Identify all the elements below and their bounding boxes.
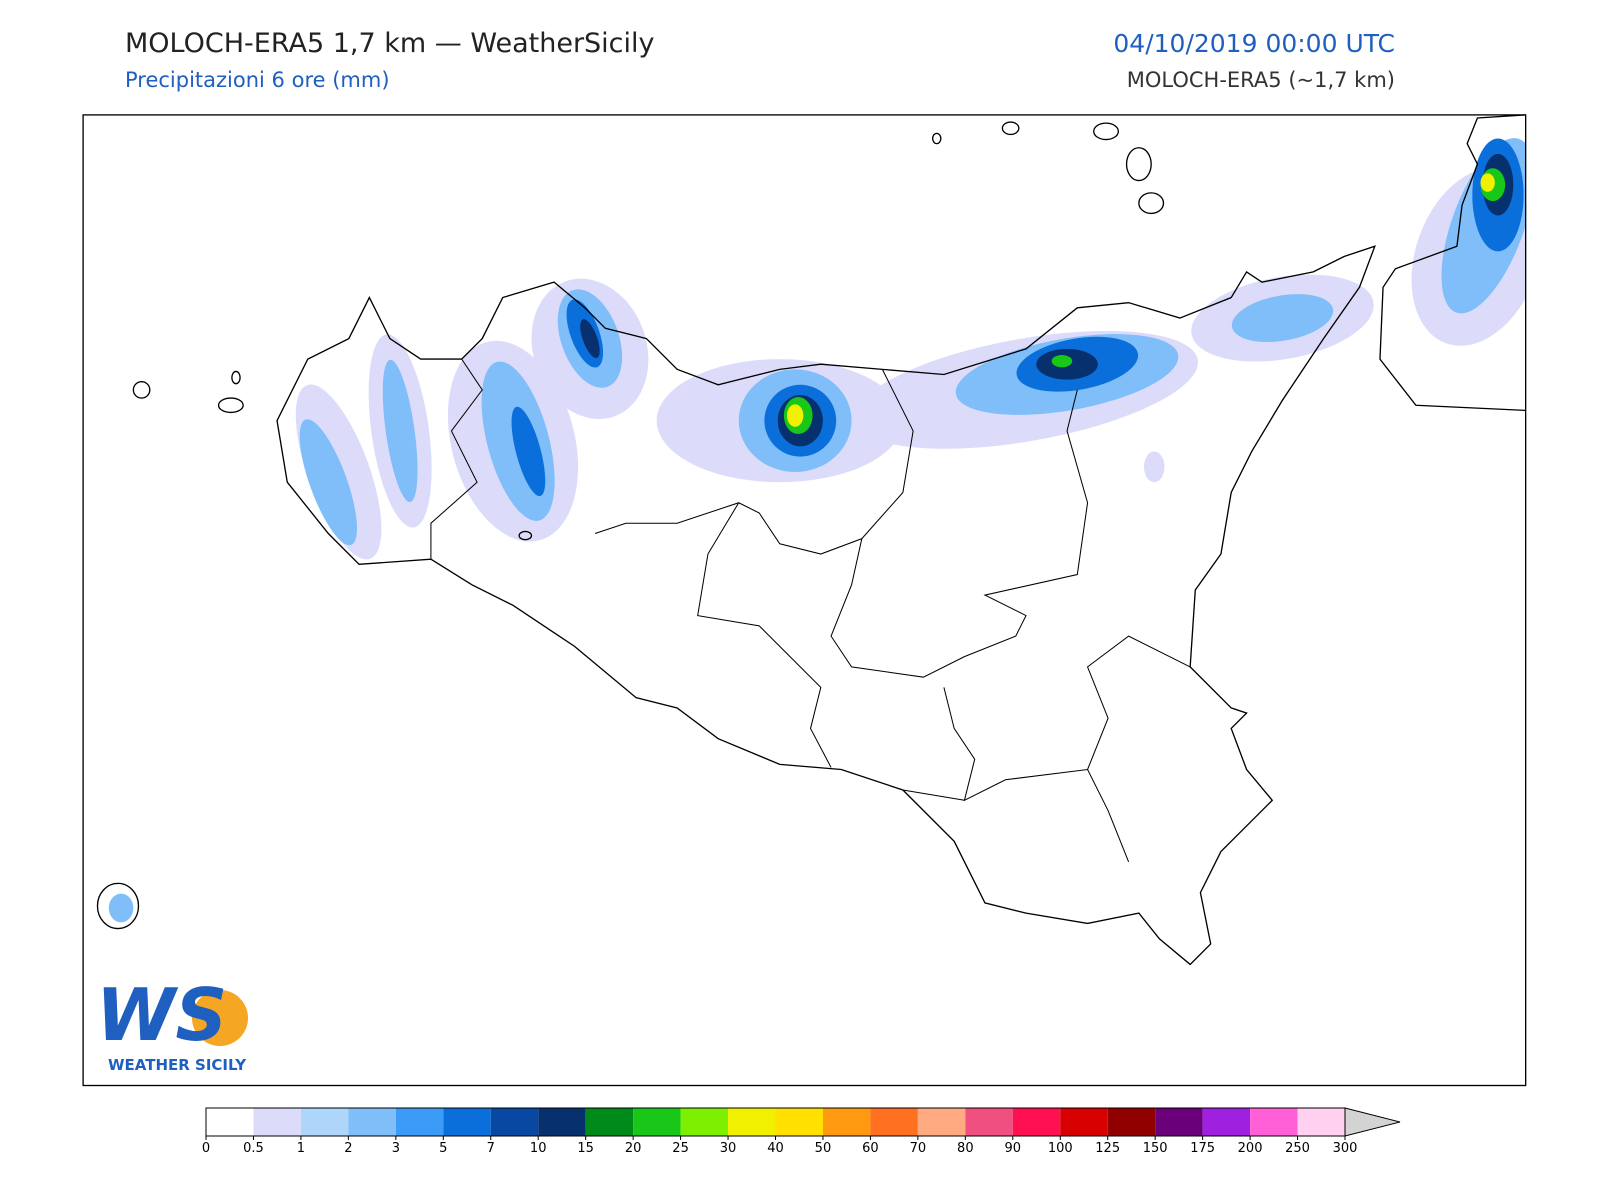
colorbar-tick-label: 80 (957, 1141, 974, 1156)
colorbar-bin (917, 1108, 966, 1136)
title: MOLOCH-ERA5 1,7 km — WeatherSicily (125, 28, 655, 59)
logo: WS WEATHER SICILY (96, 973, 248, 1074)
coastline-calabria (1379, 114, 1526, 412)
colorbar-tick-label: 125 (1095, 1141, 1120, 1156)
colorbar-bin (633, 1108, 681, 1136)
colorbar-bin (253, 1108, 301, 1136)
colorbar-tick-label: 7 (487, 1141, 495, 1156)
colorbar-tick-label: 25 (672, 1141, 689, 1156)
colorbar-tick-label: 200 (1238, 1141, 1263, 1156)
colorbar-tick-label: 3 (392, 1141, 400, 1156)
colorbar-bin (490, 1108, 539, 1136)
colorbar-tick-label: 0.5 (243, 1141, 264, 1156)
colorbar-tick-label: 175 (1190, 1141, 1215, 1156)
colorbar-bin (775, 1108, 823, 1136)
colorbar-tick-label: 250 (1285, 1141, 1310, 1156)
colorbar-extend (1344, 1107, 1401, 1137)
colorbar-bin (870, 1108, 918, 1136)
colorbar-tick-label: 2 (344, 1141, 352, 1156)
precipitation-field (108, 138, 1526, 923)
colorbar-tick-label: 70 (910, 1141, 927, 1156)
colorbar-tick-label: 100 (1048, 1141, 1073, 1156)
map-frame (82, 114, 1527, 1087)
colorbar-tick-label: 15 (577, 1141, 594, 1156)
colorbar-bin (348, 1108, 396, 1136)
colorbar-bin (1297, 1108, 1345, 1136)
colorbar-bin (1250, 1108, 1298, 1136)
colorbar-tick-label: 90 (1005, 1141, 1022, 1156)
colorbar-bin (965, 1108, 1013, 1136)
colorbar-bin (1202, 1108, 1251, 1136)
colorbar-tick-label: 1 (297, 1141, 305, 1156)
colorbar-tick-label: 10 (530, 1141, 547, 1156)
map (82, 114, 1527, 1087)
islands (96, 121, 1165, 930)
colorbar-tick-label: 40 (767, 1141, 784, 1156)
model-label: MOLOCH-ERA5 (~1,7 km) (1127, 68, 1395, 92)
logo-mark: WS (96, 973, 227, 1057)
colorbar-bin (680, 1108, 729, 1136)
subtitle: Precipitazioni 6 ore (mm) (125, 68, 390, 92)
colorbar-bin (1107, 1108, 1156, 1136)
colorbar-bin (300, 1108, 349, 1136)
colorbar-bin (395, 1108, 444, 1136)
colorbar-tick-label: 150 (1143, 1141, 1168, 1156)
colorbar-bin (443, 1108, 491, 1136)
colorbar-tick-label: 5 (439, 1141, 447, 1156)
colorbar-bin (206, 1108, 254, 1136)
colorbar-tick-label: 30 (720, 1141, 737, 1156)
colorbar-bin (822, 1108, 871, 1136)
datetime: 04/10/2019 00:00 UTC (1113, 29, 1395, 58)
coastline-sicily (276, 245, 1376, 966)
colorbar-bin (538, 1108, 586, 1136)
colorbar-tick-label: 0 (202, 1141, 210, 1156)
logo-name: WEATHER SICILY (108, 1056, 247, 1074)
colorbar: 0 0.5 1 2 3 5 7 10 15 20 25 30 40 50 60 70 80 90 100 125 150… (202, 1107, 1401, 1156)
province-borders (430, 358, 1191, 863)
colorbar-tick-label: 60 (862, 1141, 879, 1156)
colorbar-tick-label: 300 (1333, 1141, 1358, 1156)
colorbar-tick-label: 50 (815, 1141, 832, 1156)
colorbar-tick-label: 20 (625, 1141, 642, 1156)
colorbar-bin (728, 1108, 776, 1136)
colorbar-bin (1155, 1108, 1203, 1136)
colorbar-bin (1060, 1108, 1108, 1136)
colorbar-bin (1012, 1108, 1061, 1136)
colorbar-bin (585, 1108, 634, 1136)
